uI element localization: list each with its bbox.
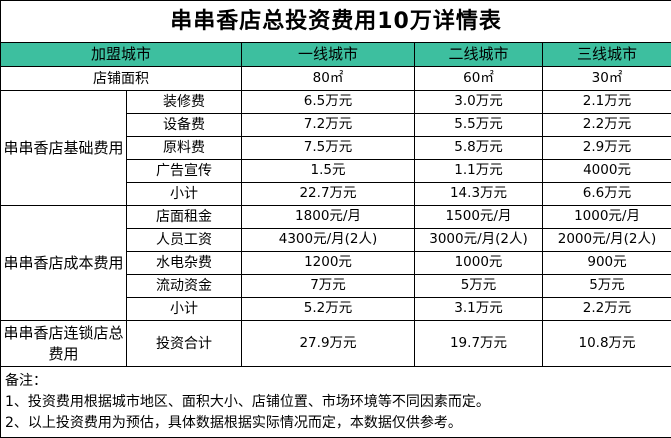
- table-row: 串串香店基础费用 装修费 6.5万元 3.0万元 2.1万元: [1, 91, 671, 114]
- table-title: 串串香店总投资费用10万详情表: [1, 1, 671, 43]
- cell-tier1: 4300元/月(2人): [242, 229, 415, 252]
- header-city-label: 加盟城市: [1, 43, 242, 67]
- cell-tier2: 1000元: [415, 252, 543, 275]
- cell-tier1: 5.2万元: [242, 298, 415, 321]
- area-tier1: 80㎡: [242, 67, 415, 91]
- cell-tier3: 2000元/月(2人): [543, 229, 671, 252]
- row-label: 小计: [127, 183, 242, 206]
- cell-tier3: 900元: [543, 252, 671, 275]
- header-row: 加盟城市 一线城市 二线城市 三线城市: [1, 43, 671, 67]
- cell-tier2: 3.1万元: [415, 298, 543, 321]
- cell-tier2: 5.8万元: [415, 137, 543, 160]
- cell-tier3: 1000元/月: [543, 206, 671, 229]
- title-row: 串串香店总投资费用10万详情表: [1, 1, 671, 43]
- row-label: 广告宣传: [127, 160, 242, 183]
- row-label: 装修费: [127, 91, 242, 114]
- notes: 备注： 1、投资费用根据城市地区、面积大小、店铺位置、市场环境等不同因素而定。 …: [1, 367, 671, 438]
- cell-tier3: 2.9万元: [543, 137, 671, 160]
- total-tier2: 19.7万元: [415, 321, 543, 367]
- cell-tier3: 2.2万元: [543, 298, 671, 321]
- cell-tier1: 6.5万元: [242, 91, 415, 114]
- cell-tier3: 2.2万元: [543, 114, 671, 137]
- total-row: 串串香店连锁店总费用 投资合计 27.9万元 19.7万元 10.8万元: [1, 321, 671, 367]
- cell-tier1: 1200元: [242, 252, 415, 275]
- cell-tier1: 7.2万元: [242, 114, 415, 137]
- area-row: 店铺面积 80㎡ 60㎡ 30㎡: [1, 67, 671, 91]
- cell-tier3: 5万元: [543, 275, 671, 298]
- area-tier3: 30㎡: [543, 67, 671, 91]
- cell-tier1: 1.5元: [242, 160, 415, 183]
- total-label: 投资合计: [127, 321, 242, 367]
- cell-tier3: 6.6万元: [543, 183, 671, 206]
- row-label: 原料费: [127, 137, 242, 160]
- header-tier3: 三线城市: [543, 43, 671, 67]
- area-label: 店铺面积: [1, 67, 242, 91]
- basic-costs-group-label: 串串香店基础费用: [1, 91, 127, 206]
- total-tier1: 27.9万元: [242, 321, 415, 367]
- total-tier3: 10.8万元: [543, 321, 671, 367]
- header-tier1: 一线城市: [242, 43, 415, 67]
- cell-tier2: 5.5万元: [415, 114, 543, 137]
- cell-tier1: 7.5万元: [242, 137, 415, 160]
- cell-tier2: 14.3万元: [415, 183, 543, 206]
- note-line: 2、以上投资费用为预估，具体数据根据实际情况而定，本数据仅供参考。: [5, 413, 667, 434]
- cell-tier2: 1.1万元: [415, 160, 543, 183]
- header-tier2: 二线城市: [415, 43, 543, 67]
- row-label: 人员工资: [127, 229, 242, 252]
- row-label: 小计: [127, 298, 242, 321]
- cell-tier2: 3.0万元: [415, 91, 543, 114]
- cell-tier2: 5万元: [415, 275, 543, 298]
- cell-tier1: 1800元/月: [242, 206, 415, 229]
- notes-heading: 备注：: [5, 371, 667, 392]
- row-label: 水电杂费: [127, 252, 242, 275]
- row-label: 流动资金: [127, 275, 242, 298]
- total-group-label: 串串香店连锁店总费用: [1, 321, 127, 367]
- cell-tier2: 3000元/月(2人): [415, 229, 543, 252]
- area-tier2: 60㎡: [415, 67, 543, 91]
- cell-tier3: 2.1万元: [543, 91, 671, 114]
- row-label: 店面租金: [127, 206, 242, 229]
- table-row: 串串香店成本费用 店面租金 1800元/月 1500元/月 1000元/月: [1, 206, 671, 229]
- cell-tier3: 4000元: [543, 160, 671, 183]
- cell-tier1: 7万元: [242, 275, 415, 298]
- cell-tier2: 1500元/月: [415, 206, 543, 229]
- operating-costs-group-label: 串串香店成本费用: [1, 206, 127, 321]
- notes-row: 备注： 1、投资费用根据城市地区、面积大小、店铺位置、市场环境等不同因素而定。 …: [1, 367, 671, 438]
- row-label: 设备费: [127, 114, 242, 137]
- cell-tier1: 22.7万元: [242, 183, 415, 206]
- note-line: 1、投资费用根据城市地区、面积大小、店铺位置、市场环境等不同因素而定。: [5, 392, 667, 413]
